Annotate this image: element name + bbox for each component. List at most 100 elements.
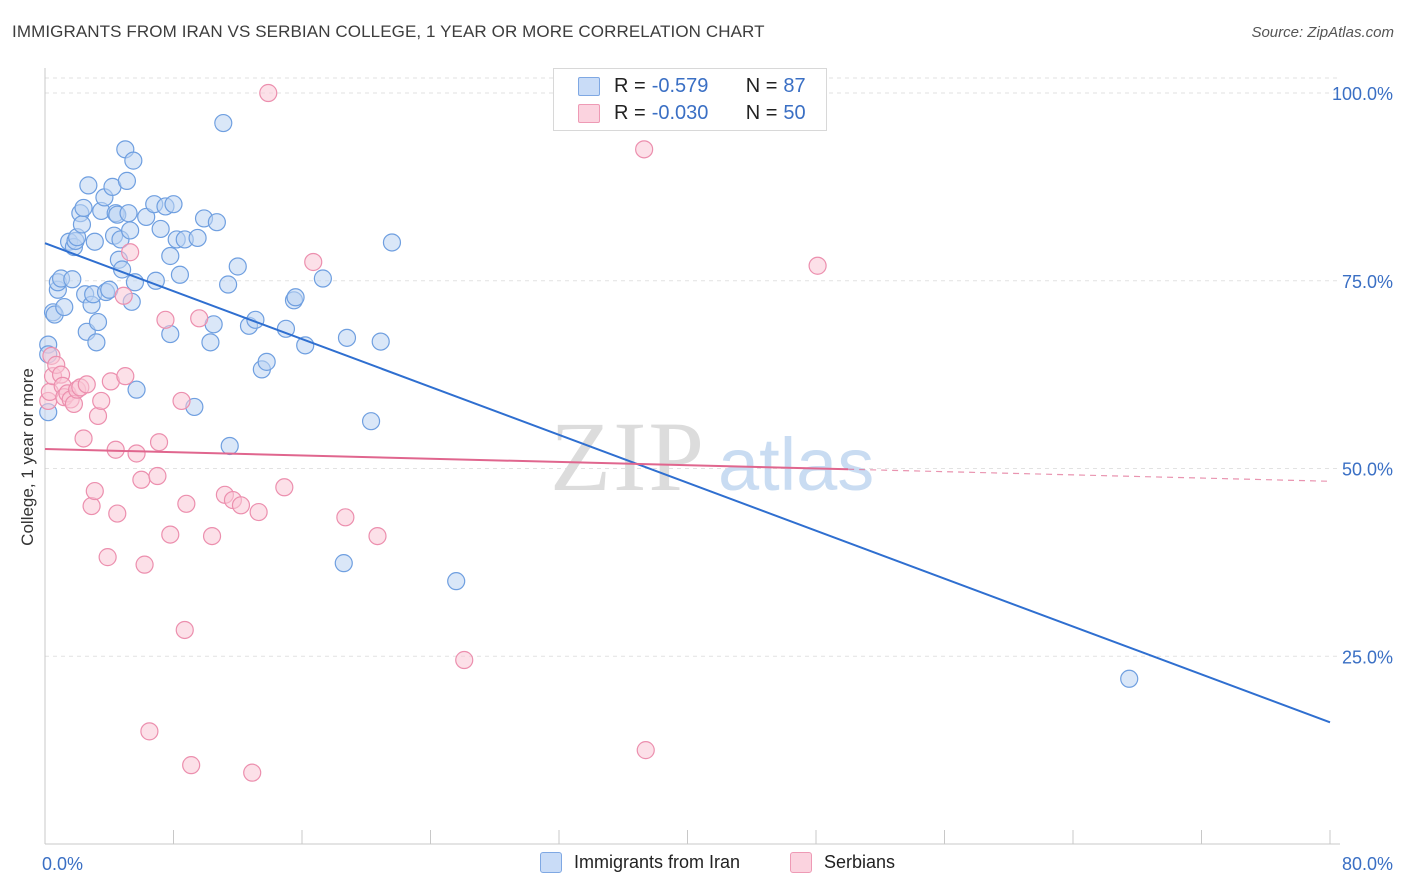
data-point — [182, 756, 201, 775]
data-point — [63, 270, 82, 289]
data-point — [124, 151, 143, 170]
axes — [44, 68, 1340, 845]
trend-line-iran — [44, 242, 1331, 724]
data-point — [371, 332, 390, 351]
y-tick-label: 25.0% — [1342, 647, 1393, 667]
data-point — [72, 215, 92, 234]
data-point — [219, 275, 238, 294]
x-tick-label: 80.0% — [1342, 854, 1393, 874]
data-point — [259, 83, 278, 103]
data-point — [275, 478, 294, 497]
data-point — [135, 555, 154, 574]
data-point — [190, 309, 209, 328]
watermark: ZIP atlas — [550, 401, 874, 512]
data-point — [85, 481, 104, 501]
data-point — [164, 195, 183, 214]
y-tick-label: 50.0% — [1342, 460, 1393, 480]
data-point — [127, 380, 146, 399]
data-point — [304, 252, 323, 272]
legend-r-label: R = — [614, 101, 646, 124]
data-point — [172, 391, 191, 411]
y-tick-label: 75.0% — [1342, 272, 1393, 292]
data-point — [170, 265, 190, 284]
legend-n-label: N = — [745, 101, 778, 124]
legend-item-iran: Immigrants from Iran — [540, 852, 740, 873]
data-point — [220, 436, 239, 456]
data-point — [228, 257, 247, 276]
data-point — [286, 288, 305, 307]
legend-swatch-serbians — [790, 852, 812, 873]
data-point — [55, 297, 74, 317]
data-point — [116, 367, 135, 386]
data-point — [121, 221, 140, 240]
data-point — [336, 508, 355, 527]
y-tick-labels: 25.0% 50.0% 75.0% 100.0% — [1332, 84, 1393, 667]
legend-label-serbians: Serbians — [824, 852, 896, 872]
y-tick-label: 100.0% — [1332, 84, 1393, 104]
data-point — [188, 228, 207, 248]
data-point — [161, 525, 180, 544]
data-point — [231, 496, 251, 515]
legend-n-value: 87 — [783, 74, 806, 97]
data-point — [77, 375, 96, 394]
data-point — [82, 496, 101, 516]
trend-line-serbians — [44, 447, 849, 471]
data-point — [382, 233, 402, 252]
data-point — [74, 429, 93, 448]
data-point — [361, 412, 381, 431]
data-point — [85, 232, 104, 251]
legend-swatch-iran — [578, 76, 600, 96]
watermark-zip: ZIP — [550, 401, 706, 512]
data-point — [92, 391, 111, 411]
data-point — [243, 763, 262, 782]
data-point — [74, 198, 93, 218]
data-point — [148, 466, 167, 486]
data-point — [635, 140, 654, 159]
data-point — [149, 433, 169, 452]
legend-n-label: N = — [745, 74, 778, 97]
data-point — [202, 526, 222, 546]
data-point — [249, 502, 268, 522]
gridlines — [45, 77, 1340, 657]
legend-row-iran: R = -0.579 N = 87 — [578, 74, 806, 98]
data-point — [214, 113, 233, 133]
legend-r-value: -0.030 — [651, 101, 709, 124]
series-legend: Immigrants from Iran Serbians — [0, 852, 1406, 878]
data-point — [161, 246, 180, 266]
legend-swatch-iran — [540, 852, 562, 873]
data-point — [1120, 669, 1139, 688]
data-point — [201, 333, 220, 352]
watermark-atlas: atlas — [718, 423, 874, 506]
series-serbians-points — [39, 83, 827, 782]
data-point — [117, 171, 137, 190]
data-point — [88, 406, 108, 426]
data-point — [257, 352, 276, 371]
legend-item-serbians: Serbians — [790, 852, 895, 873]
data-point — [88, 312, 108, 332]
data-point — [114, 286, 133, 305]
legend-label-iran: Immigrants from Iran — [574, 852, 741, 872]
data-point — [177, 494, 196, 513]
legend-swatch-serbians — [578, 103, 600, 123]
data-point — [79, 176, 98, 195]
data-point — [127, 444, 146, 463]
data-point — [140, 722, 159, 741]
data-point — [156, 310, 175, 329]
data-point — [207, 213, 226, 232]
data-point — [313, 269, 332, 288]
data-point — [121, 243, 140, 262]
data-point — [808, 256, 827, 275]
chart-title: IMMIGRANTS FROM IRAN VS SERBIAN COLLEGE,… — [12, 22, 765, 41]
legend-r-label: R = — [614, 74, 646, 97]
trend-lines — [44, 242, 1331, 724]
legend-row-serbians: R = -0.030 N = 50 — [578, 101, 806, 125]
data-point — [175, 620, 194, 640]
data-point — [337, 328, 357, 347]
trend-line-serbians-extrapolated — [848, 468, 1331, 482]
legend-r-value: -0.579 — [651, 74, 709, 97]
data-point — [151, 219, 170, 239]
data-point — [98, 548, 117, 567]
legend-n-value: 50 — [783, 101, 806, 124]
data-point — [108, 504, 127, 523]
